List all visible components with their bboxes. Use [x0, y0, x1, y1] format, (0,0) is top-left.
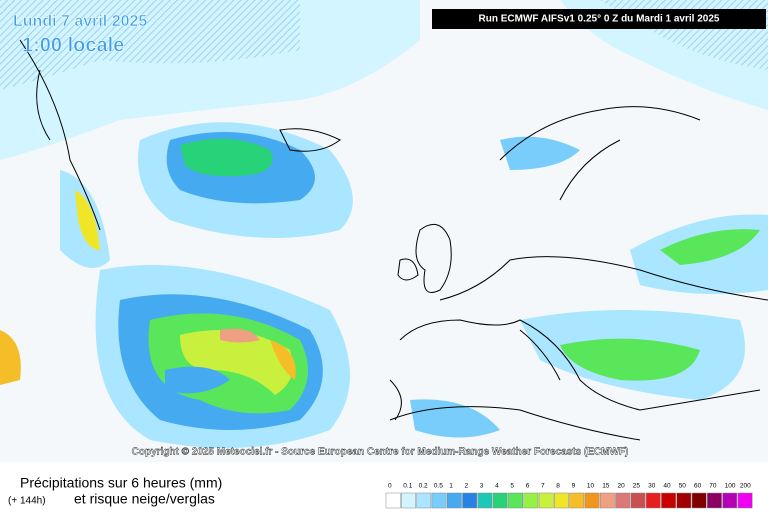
legend-swatch — [645, 492, 661, 509]
legend-label: 3 — [480, 483, 484, 490]
legend-swatch — [431, 492, 447, 509]
legend-swatch — [477, 492, 493, 509]
legend-label: 10 — [587, 483, 595, 490]
legend-label: 30 — [648, 483, 656, 490]
legend-label: 100 — [725, 483, 736, 490]
legend-swatch — [569, 492, 585, 509]
legend-label: 0 — [388, 483, 392, 490]
forecast-time: 1:00 locale — [22, 34, 124, 56]
legend-title: Précipitations sur 6 heures (mm) — [20, 475, 222, 491]
legend-label: 25 — [633, 483, 641, 490]
legend-label: 0.1 — [403, 483, 412, 490]
legend-swatch — [722, 492, 738, 509]
legend-label: 40 — [663, 483, 671, 490]
legend-label: 4 — [495, 483, 499, 490]
legend-label: 9 — [572, 483, 576, 490]
run-banner — [432, 9, 766, 29]
legend-lead: (+ 144h) — [8, 496, 46, 507]
legend-label: 50 — [679, 483, 687, 490]
legend-label: 200 — [740, 483, 751, 490]
legend-swatch — [615, 492, 631, 509]
legend-swatch — [538, 492, 554, 509]
copyright: Copyright © 2025 Meteociel.fr - Source E… — [132, 447, 629, 458]
legend-swatch — [385, 492, 401, 509]
legend-swatch — [523, 492, 539, 509]
legend-label: 1 — [449, 483, 453, 490]
legend-swatch — [676, 492, 692, 509]
legend-label: 8 — [556, 483, 560, 490]
legend-swatch — [599, 492, 615, 509]
legend-swatch — [584, 492, 600, 509]
forecast-date: Lundi 7 avril 2025 — [13, 13, 147, 30]
legend-label: 70 — [709, 483, 717, 490]
legend-label: 0.5 — [434, 483, 443, 490]
legend-label: 15 — [602, 483, 610, 490]
legend-label: 0.2 — [419, 483, 428, 490]
legend-swatch — [707, 492, 722, 509]
legend-label: 60 — [694, 483, 702, 490]
legend-swatch — [508, 492, 523, 509]
legend-swatch — [446, 492, 462, 509]
legend-swatch — [462, 492, 478, 509]
legend-swatch — [691, 492, 707, 509]
legend-label: 6 — [526, 483, 530, 490]
legend-swatch — [661, 492, 676, 509]
legend-swatch — [401, 492, 416, 509]
legend-subtitle: et risque neige/verglas — [74, 491, 215, 507]
legend-swatch — [554, 492, 569, 509]
legend-swatch — [630, 492, 646, 509]
legend-label: 5 — [510, 483, 514, 490]
coastlines — [19, 39, 768, 441]
legend-label: 20 — [618, 483, 626, 490]
legend-label: 7 — [541, 483, 545, 490]
legend-label: 2 — [465, 483, 469, 490]
legend-swatch — [737, 492, 753, 509]
run-info: Run ECMWF AIFSv1 0.25° 0 Z du Mardi 1 av… — [479, 14, 720, 25]
precip-areas — [0, 0, 768, 448]
legend-swatch — [492, 492, 508, 509]
legend-swatch — [416, 492, 432, 509]
